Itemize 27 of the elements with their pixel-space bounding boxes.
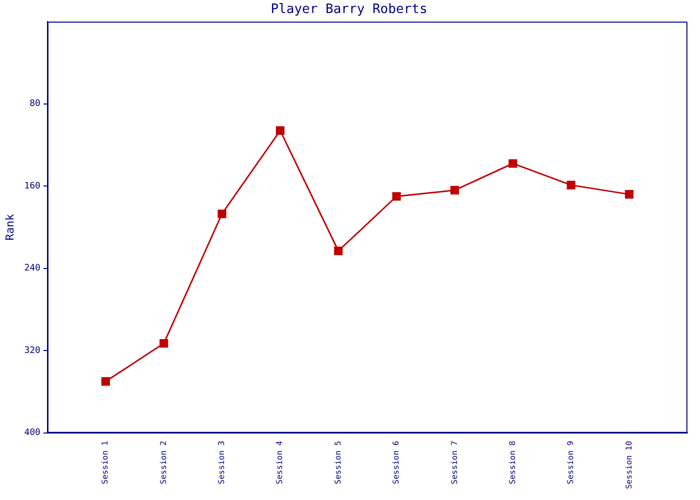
x-tick-label: Session 7 — [450, 440, 459, 484]
y-tick-label: 240 — [24, 264, 40, 274]
point — [160, 339, 168, 348]
point — [508, 159, 518, 168]
point — [218, 210, 226, 218]
x-tick-label: Session 5 — [333, 440, 342, 484]
y-tick-label: 160 — [24, 181, 40, 192]
x-tick-label: Session 10 — [624, 440, 634, 490]
y-tick-label: 400 — [24, 428, 40, 438]
y-tick-label: 320 — [24, 346, 40, 356]
chart-title: Player Barry Roberts — [270, 2, 428, 18]
x-tick-label: Session 9 — [566, 440, 576, 484]
x-tick-label: Session 4 — [275, 440, 284, 484]
x-tick-label: Session 8 — [508, 440, 517, 484]
point — [276, 126, 284, 135]
y-tick-label: 80 — [30, 99, 40, 110]
x-tick-label: Session 6 — [392, 440, 401, 484]
point — [392, 192, 401, 201]
y-axis-title: Rank — [3, 214, 16, 240]
point — [101, 377, 110, 386]
point — [334, 246, 343, 256]
point — [566, 180, 576, 190]
x-tick-label: Session 1 — [100, 440, 110, 484]
x-tick-label: Session 3 — [217, 440, 226, 484]
x-tick-label: Session 2 — [158, 440, 168, 484]
point — [450, 186, 459, 194]
point — [624, 190, 634, 199]
